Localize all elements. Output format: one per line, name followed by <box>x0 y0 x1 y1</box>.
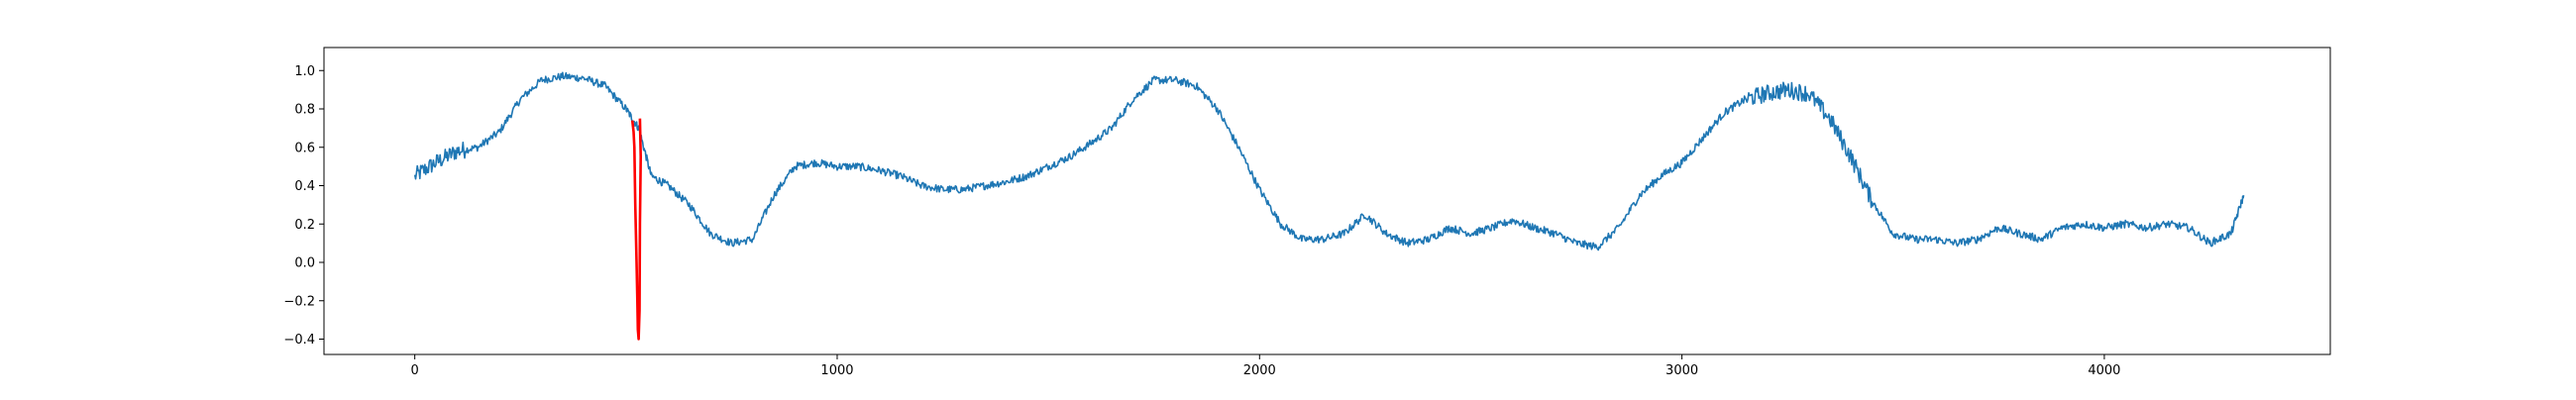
y-tick-label: 0.2 <box>294 218 315 233</box>
x-tick-label: 4000 <box>2088 363 2120 378</box>
y-tick-label: 1.0 <box>294 64 315 79</box>
y-tick-label: −0.2 <box>283 294 315 309</box>
y-tick-label: 0.4 <box>294 179 315 194</box>
x-tick-label: 1000 <box>820 363 853 378</box>
x-axis: 0 1000 2000 3000 4000 <box>411 354 2120 378</box>
x-tick-label: 3000 <box>1665 363 1698 378</box>
axes-frame <box>323 47 2331 355</box>
y-axis: −0.4 −0.2 0.0 0.2 0.4 0.6 0.8 1.0 <box>283 64 324 348</box>
y-tick-label: 0.6 <box>294 141 315 155</box>
series-line-1 <box>413 71 2245 251</box>
x-tick-label: 0 <box>411 363 419 378</box>
x-tick-label: 2000 <box>1243 363 1276 378</box>
series-line-2 <box>630 118 643 341</box>
y-tick-label: 0.8 <box>294 103 315 118</box>
plot-area <box>413 71 2245 341</box>
y-tick-label: 0.0 <box>294 256 315 271</box>
y-tick-label: −0.4 <box>283 333 315 348</box>
